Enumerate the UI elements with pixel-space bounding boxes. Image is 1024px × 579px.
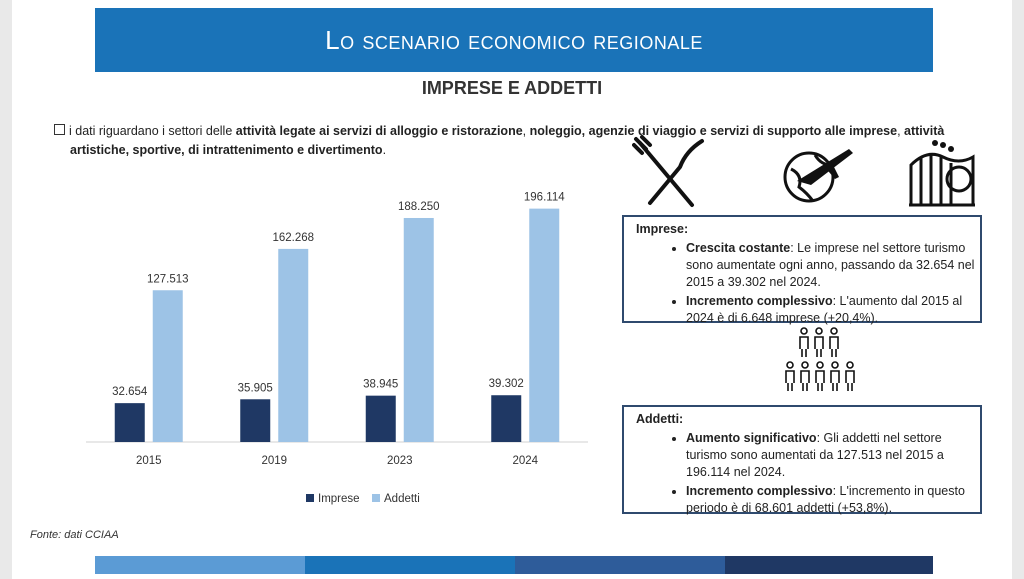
imprese-info-box: Imprese: Crescita costante: Le imprese n… <box>622 215 982 325</box>
x-tick-label: 2023 <box>387 455 413 467</box>
bar-chart: 32.654 127.513 2015 35.905 162.268 2019 38.945… <box>86 192 588 505</box>
list-item: Aumento significativo: Gli addetti nel s… <box>686 430 980 481</box>
legend-swatch <box>306 494 314 502</box>
footer-bar-4 <box>725 556 933 574</box>
intro-bold-3: attività <box>904 124 945 138</box>
list-item: Incremento complessivo: L'aumento dal 20… <box>686 293 980 327</box>
title-bar: Lo scenario economico regionale <box>95 8 933 72</box>
bar-imprese-2024 <box>491 395 522 442</box>
bullet-bold: Incremento complessivo <box>686 294 833 308</box>
bar-addetti-2023 <box>403 217 434 442</box>
addetti-heading: Addetti: <box>636 412 684 426</box>
bullet-bold: Crescita costante <box>686 241 791 255</box>
intro-text: i dati riguardano i settori delle attivi… <box>54 122 994 160</box>
bar-addetti-2015 <box>152 290 183 442</box>
intro-bold-2: noleggio, agenzie di viaggio e servizi d… <box>529 124 898 138</box>
people-group-icon <box>785 327 855 391</box>
list-item: Crescita costante: Le imprese nel settor… <box>686 240 980 291</box>
data-label: 188.250 <box>398 201 440 213</box>
x-tick-label: 2015 <box>136 455 162 467</box>
bullet-text: : Le imprese nel settore turismo sono au… <box>686 241 975 289</box>
fork-knife-icon <box>632 135 704 207</box>
legend-swatch <box>372 494 380 502</box>
intro-bold-1: attività legate ai servizi di alloggio e… <box>235 124 523 138</box>
imprese-bullets: Crescita costante: Le imprese nel settor… <box>624 240 980 327</box>
roller-coaster-icon <box>909 140 975 207</box>
intro-text-2: , <box>522 124 530 138</box>
data-label: 35.905 <box>238 382 273 394</box>
legend-label: Addetti <box>384 493 420 505</box>
bullet-text: : Gli addetti nel settore turismo sono a… <box>686 431 944 479</box>
x-tick-label: 2024 <box>512 455 538 467</box>
source-note: Fonte: dati CCIAA <box>30 529 119 541</box>
bullet-text: : L'incremento in questo periodo è di 68… <box>686 484 965 515</box>
data-label: 127.513 <box>147 273 189 285</box>
x-tick-label: 2019 <box>261 455 287 467</box>
bullet-text: : L'aumento dal 2015 al 2024 è di 6.648 … <box>686 294 963 325</box>
footer-bar-1 <box>95 556 305 574</box>
bullet-bold: Aumento significativo <box>686 431 817 445</box>
data-label: 38.945 <box>363 379 398 391</box>
page-subtitle: IMPRESE E ADDETTI <box>421 78 603 98</box>
globe-plane-icon <box>783 149 853 203</box>
addetti-bullets: Aumento significativo: Gli addetti nel s… <box>624 430 980 517</box>
footer-bar-3 <box>515 556 725 574</box>
bar-imprese-2023 <box>365 395 396 442</box>
bar-imprese-2015 <box>114 403 145 442</box>
data-label: 196.114 <box>524 192 565 204</box>
checkbox-bullet-icon <box>54 124 65 135</box>
intro-text-1: i dati riguardano i settori delle <box>69 124 236 138</box>
bar-imprese-2019 <box>240 399 271 442</box>
data-label: 39.302 <box>489 378 524 390</box>
addetti-info-box: Addetti: Aumento significativo: Gli adde… <box>622 405 982 517</box>
imprese-heading: Imprese: <box>636 222 689 236</box>
bullet-bold: Incremento complessivo <box>686 484 833 498</box>
list-item: Incremento complessivo: L'incremento in … <box>686 483 980 517</box>
intro-text-3: , <box>897 124 905 138</box>
page-title: Lo scenario economico regionale <box>325 24 703 55</box>
intro-bold-4: artistiche, sportive, di intrattenimento… <box>70 143 383 157</box>
legend-label: Imprese <box>318 493 360 505</box>
intro-text-4: . <box>382 143 387 157</box>
bar-addetti-2019 <box>278 248 309 442</box>
slide: Lo scenario economico regionale IMPRESE … <box>12 0 1012 579</box>
data-label: 162.268 <box>272 232 314 244</box>
data-label: 32.654 <box>112 386 148 398</box>
footer-bar-2 <box>305 556 515 574</box>
bar-addetti-2024 <box>529 208 560 442</box>
